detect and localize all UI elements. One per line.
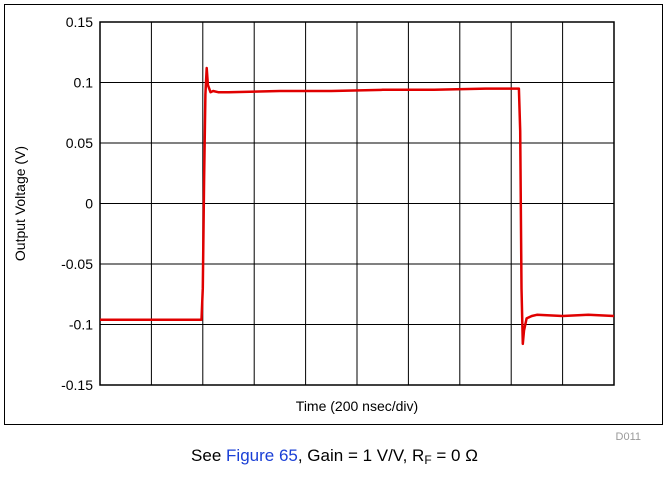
y-tick-labels: 0.15 0.1 0.05 0 -0.05 -0.1 -0.15 (61, 14, 93, 393)
y-tick-label: -0.1 (69, 317, 93, 333)
y-axis-label: Output Voltage (V) (12, 146, 28, 261)
y-tick-label: -0.15 (61, 377, 93, 393)
caption-subscript: F (424, 453, 432, 467)
y-tick-label: 0 (85, 196, 93, 212)
figure-caption: See Figure 65, Gain = 1 V/V, RF = 0 Ω (0, 446, 669, 467)
y-tick-label: -0.05 (61, 256, 93, 272)
y-tick-label: 0.1 (74, 75, 94, 91)
figure-id-watermark: D011 (616, 431, 641, 443)
grid (100, 22, 614, 385)
y-tick-label: 0.15 (66, 14, 93, 30)
caption-suffix: = 0 Ω (431, 446, 478, 465)
y-tick-label: 0.05 (66, 135, 93, 151)
caption-middle: , Gain = 1 V/V, R (297, 446, 425, 465)
figure-65-link[interactable]: Figure 65 (226, 446, 298, 465)
caption-prefix: See (191, 446, 227, 465)
x-axis-label: Time (200 nsec/div) (296, 398, 418, 414)
series-layer (100, 66, 615, 346)
plot-area (99, 21, 615, 386)
series-line (100, 66, 615, 346)
figure-frame (4, 4, 663, 425)
